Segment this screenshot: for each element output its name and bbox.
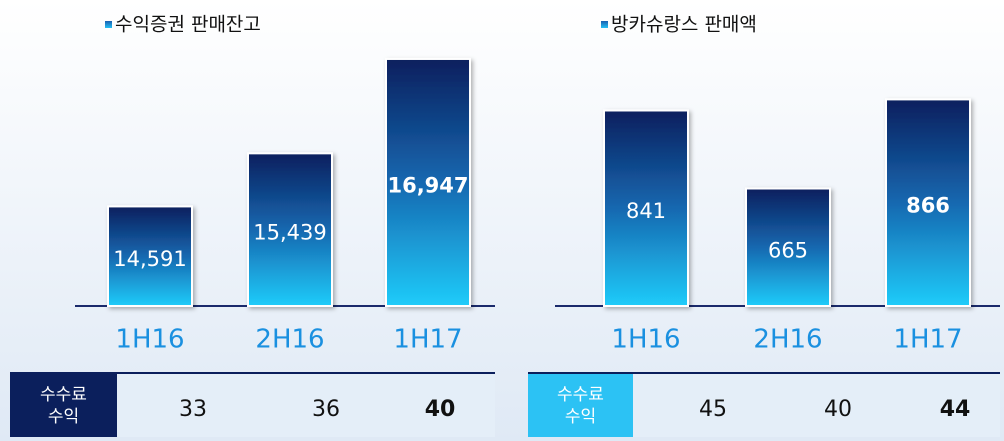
data-label: 665 (768, 238, 808, 262)
chart-title: 방카슈랑스 판매액 (611, 14, 757, 36)
data-label: 16,947 (387, 173, 468, 197)
table-label-cell (10, 373, 117, 437)
table-label-cell (528, 373, 633, 437)
legend-square (105, 21, 112, 28)
data-label: 841 (626, 199, 666, 223)
bar (247, 152, 333, 307)
bar (885, 98, 971, 308)
x-tick-label: 1H16 (611, 325, 680, 355)
table-value: 40 (425, 397, 456, 422)
legend-square (601, 21, 608, 28)
bar (745, 187, 831, 307)
bar (385, 57, 471, 307)
table-value: 40 (824, 397, 852, 422)
table-value: 36 (312, 397, 340, 422)
table-label: 수익 (48, 407, 79, 427)
x-tick-label: 1H17 (393, 325, 462, 355)
data-label: 14,591 (113, 247, 186, 271)
table-value: 33 (179, 397, 207, 422)
data-label: 866 (906, 194, 950, 218)
x-tick-label: 1H17 (893, 325, 962, 355)
chart-title: 수익증권 판매잔고 (115, 14, 261, 36)
x-tick-label: 2H16 (753, 325, 822, 355)
table-label: 수수료 (557, 385, 604, 405)
table-label: 수익 (565, 407, 596, 427)
data-label: 15,439 (253, 221, 326, 245)
x-tick-label: 1H16 (115, 325, 184, 355)
table-value: 45 (699, 397, 727, 422)
table-label: 수수료 (40, 385, 87, 405)
table-value: 44 (940, 397, 971, 422)
bar (107, 205, 193, 307)
x-tick-label: 2H16 (255, 325, 324, 355)
bar (603, 109, 689, 307)
